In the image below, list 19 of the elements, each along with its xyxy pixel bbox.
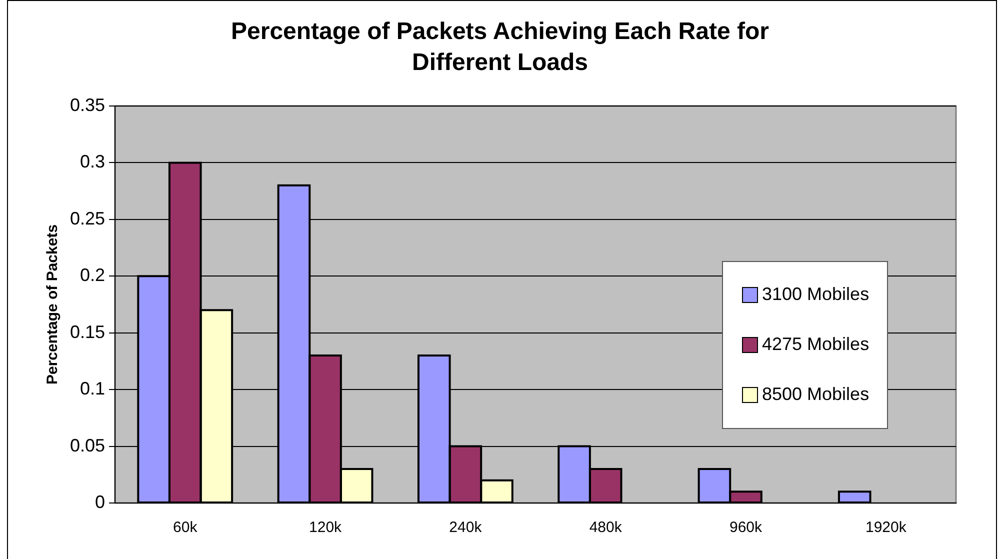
y-tick-label: 0.1	[80, 378, 106, 399]
x-tick-label: 240k	[449, 519, 482, 536]
y-axis-title: Percentage of Packets	[44, 224, 62, 385]
legend-label: 8500 Mobiles	[762, 384, 870, 405]
x-tick-label: 120k	[309, 519, 342, 536]
y-tick-label: 0.2	[80, 265, 106, 286]
x-tick-label: 1920k	[865, 519, 907, 536]
y-tick-label: 0.25	[70, 208, 106, 228]
y-tick-label: 0.3	[80, 152, 106, 172]
y-tick-label: 0.05	[70, 435, 106, 456]
chart-title: Percentage of Packets Achieving Each Rate for Different Loads	[230, 17, 770, 78]
legend-label: 4275 Mobiles	[762, 334, 870, 355]
x-tick-label: 60k	[173, 519, 198, 536]
x-tick-label: 480k	[589, 519, 622, 536]
y-tick-label: 0	[95, 492, 106, 512]
legend-label: 3100 Mobiles	[762, 284, 870, 305]
x-tick-label: 960k	[729, 519, 763, 536]
y-tick-label: 0.35	[70, 94, 106, 115]
y-tick-label: 0.15	[70, 322, 106, 342]
